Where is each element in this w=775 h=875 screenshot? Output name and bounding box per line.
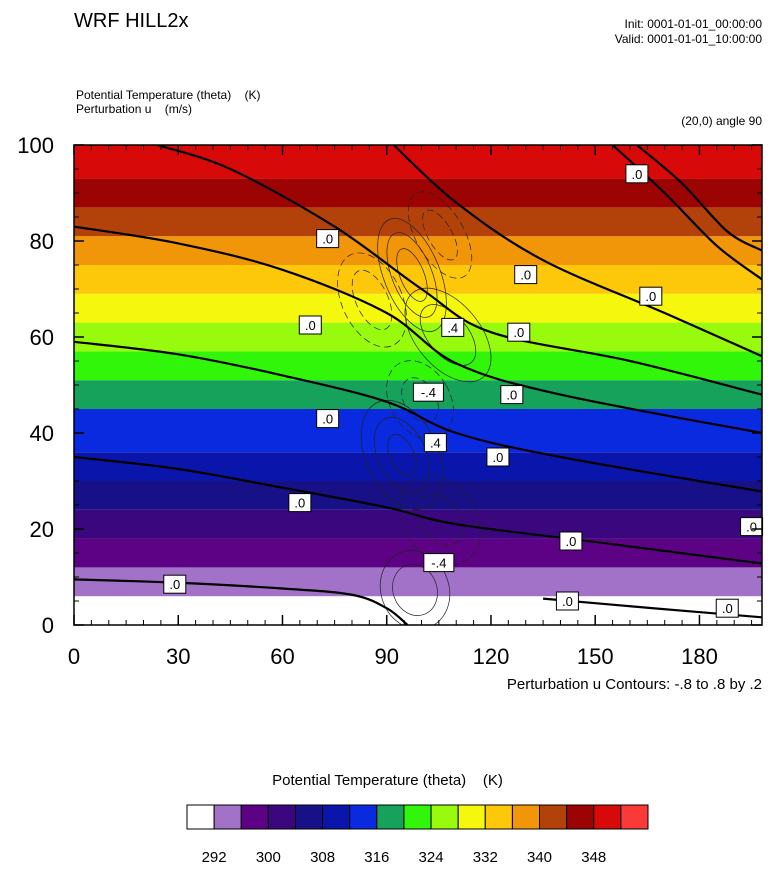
u-contour xyxy=(404,287,492,383)
svg-text:-.4: -.4 xyxy=(431,556,446,571)
contour-label: .0 xyxy=(507,322,531,342)
theta-band xyxy=(74,596,762,625)
u-contour xyxy=(422,209,458,261)
contour-label: .0 xyxy=(298,315,322,335)
x-tick-label: 90 xyxy=(374,644,398,669)
y-tick-label: 0 xyxy=(42,613,54,638)
x-tick-label: 180 xyxy=(681,644,718,669)
svg-text:.0: .0 xyxy=(506,388,517,403)
svg-text:.0: .0 xyxy=(520,268,531,283)
y-tick-label: 40 xyxy=(30,421,54,446)
theta-filled-bands xyxy=(74,145,762,625)
contour-label: .4 xyxy=(441,317,465,337)
svg-text:.4: .4 xyxy=(430,436,441,451)
zero-contour xyxy=(74,340,762,493)
u-contour xyxy=(379,550,451,625)
axes: 0 30 60 90 120 150 180 0 20 40 60 80 100 xyxy=(17,133,762,669)
svg-text:.0: .0 xyxy=(562,594,573,609)
zero-contour-lines xyxy=(74,145,762,625)
cross-section-angle: (20,0) angle 90 xyxy=(681,114,762,128)
y-tick-label: 60 xyxy=(30,325,54,350)
contour-label: .0 xyxy=(715,598,739,618)
theta-band xyxy=(74,567,762,597)
u-contour xyxy=(374,417,430,493)
zero-contour xyxy=(392,145,762,358)
contour-label: .0 xyxy=(514,265,538,285)
zero-contour xyxy=(157,145,762,396)
field-label-theta: Potential Temperature (theta) (K) xyxy=(76,88,261,102)
svg-text:.0: .0 xyxy=(565,534,576,549)
contour-label: -.4 xyxy=(423,553,455,573)
contour-label: .0 xyxy=(559,531,583,551)
u-contour xyxy=(407,191,473,279)
zero-contour xyxy=(74,578,409,625)
contour-label: .0 xyxy=(500,385,524,405)
y-tick-label: 20 xyxy=(30,517,54,542)
theta-band xyxy=(74,351,762,381)
u-contour xyxy=(396,248,428,302)
svg-text:.0: .0 xyxy=(294,496,305,511)
contour-label: .0 xyxy=(163,574,187,594)
contour-label: .0 xyxy=(316,409,340,429)
svg-text:.4: .4 xyxy=(447,320,458,335)
contour-label: .0 xyxy=(486,447,510,467)
plot-title: WRF HILL2x xyxy=(74,10,189,32)
contour-label: -.4 xyxy=(412,382,444,402)
x-tick-label: 0 xyxy=(68,644,80,669)
y-tick-label: 100 xyxy=(17,133,54,158)
u-contour xyxy=(337,252,407,348)
field-label-u: Perturbation u (m/s) xyxy=(76,102,193,116)
contour-label: .0 xyxy=(740,517,764,537)
u-contour xyxy=(399,475,481,565)
u-contour xyxy=(387,434,417,476)
contour-label: .0 xyxy=(316,229,340,249)
x-tick-label: 30 xyxy=(166,644,190,669)
contour-label: .0 xyxy=(555,591,579,611)
x-tick-label: 150 xyxy=(577,644,614,669)
u-contour xyxy=(377,218,447,332)
theta-band xyxy=(74,178,762,208)
svg-text:.0: .0 xyxy=(492,450,503,465)
svg-text:-.4: -.4 xyxy=(421,385,436,400)
u-contour xyxy=(351,269,393,331)
svg-text:.0: .0 xyxy=(645,289,656,304)
contour-info: Perturbation u Contours: -.8 to .8 by .2 xyxy=(506,676,762,693)
u-contour xyxy=(386,232,438,318)
x-tick-label: 120 xyxy=(473,644,510,669)
svg-text:.0: .0 xyxy=(746,520,757,535)
contour-label: .0 xyxy=(639,286,663,306)
zero-contour xyxy=(636,145,762,252)
theta-band xyxy=(74,452,762,481)
x-tick-label: 60 xyxy=(270,644,294,669)
zero-contour xyxy=(74,455,762,565)
u-contour xyxy=(392,564,438,616)
contour-label: .4 xyxy=(423,433,447,453)
svg-text:.0: .0 xyxy=(631,167,642,182)
colorbar-title: Potential Temperature (theta) (K) xyxy=(272,772,503,789)
valid-time: Valid: 0001-01-01_10:00:00 xyxy=(614,32,762,46)
svg-text:.0: .0 xyxy=(322,232,333,247)
y-tick-label: 80 xyxy=(30,229,54,254)
svg-text:.0: .0 xyxy=(322,412,333,427)
svg-text:.0: .0 xyxy=(513,325,524,340)
u-contour xyxy=(416,494,464,546)
zero-contour xyxy=(74,225,762,435)
svg-text:.0: .0 xyxy=(722,601,733,616)
svg-text:.0: .0 xyxy=(169,577,180,592)
svg-text:.0: .0 xyxy=(305,318,316,333)
theta-band xyxy=(74,509,762,539)
init-time: Init: 0001-01-01_00:00:00 xyxy=(624,17,762,31)
theta-band xyxy=(74,538,762,568)
contour-label: .0 xyxy=(625,164,649,184)
contour-label: .0 xyxy=(288,493,312,513)
contour-labels: .0 .0 .0 .0 .0 .0 .0 .0 .0 .0 .0 .0 .0 .0 .0 .4 .4 -.4 -.4 xyxy=(163,164,764,618)
